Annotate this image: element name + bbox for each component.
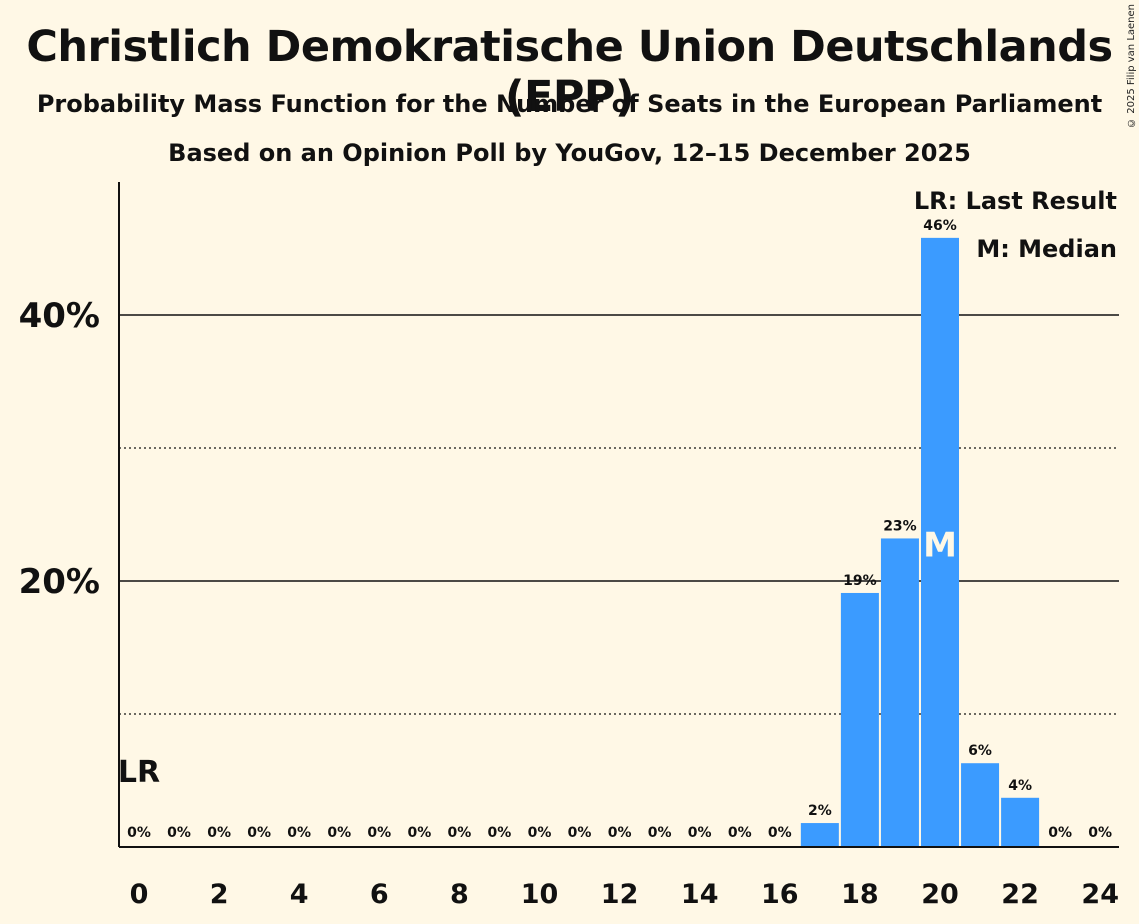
legend-entry: LR: Last Result: [914, 187, 1117, 215]
data-label-seat-9: 0%: [488, 825, 512, 841]
data-label-seat-18: 19%: [843, 573, 877, 589]
x-tick-label: 14: [681, 879, 719, 910]
data-label-seat-13: 0%: [648, 825, 672, 841]
data-label-seat-1: 0%: [167, 825, 191, 841]
bar-seat-18: [840, 592, 879, 847]
data-label-seat-6: 0%: [367, 825, 391, 841]
x-tick-label: 18: [841, 879, 879, 910]
data-label-seat-11: 0%: [568, 825, 592, 841]
bar-seat-17: [800, 823, 839, 847]
data-label-seat-20: 46%: [923, 218, 957, 234]
x-tick-label: 0: [130, 879, 149, 910]
bar-seat-21: [961, 763, 1000, 847]
poll-info: Based on an Opinion Poll by YouGov, 12–1…: [168, 139, 971, 167]
data-label-seat-7: 0%: [407, 825, 431, 841]
x-tick-label: 4: [290, 879, 309, 910]
data-label-seat-10: 0%: [528, 825, 552, 841]
data-label-seat-22: 4%: [1008, 778, 1032, 794]
x-tick-label: 22: [1001, 879, 1039, 910]
x-tick-label: 16: [761, 879, 799, 910]
data-label-seat-16: 0%: [768, 825, 792, 841]
data-label-seat-17: 2%: [808, 803, 832, 819]
data-label-seat-15: 0%: [728, 825, 752, 841]
y-tick-label: 40%: [19, 296, 100, 336]
x-tick-label: 20: [921, 879, 959, 910]
data-label-seat-23: 0%: [1048, 825, 1072, 841]
data-label-seat-24: 0%: [1088, 825, 1112, 841]
data-label-seat-5: 0%: [327, 825, 351, 841]
chart-title: Christlich Demokratische Union Deutschla…: [26, 22, 1113, 122]
last-result-marker: LR: [118, 755, 160, 790]
x-tick-label: 24: [1081, 879, 1119, 910]
data-label-seat-0: 0%: [127, 825, 151, 841]
data-label-seat-8: 0%: [448, 825, 472, 841]
legend-entry: M: Median: [976, 235, 1117, 263]
x-tick-label: 8: [450, 879, 469, 910]
chart-subtitle: Probability Mass Function for the Number…: [36, 90, 1103, 118]
data-label-seat-4: 0%: [287, 825, 311, 841]
x-tick-label: 12: [601, 879, 639, 910]
bar-seat-19: [880, 538, 919, 847]
data-label-seat-21: 6%: [968, 743, 992, 759]
bar-seat-20: [921, 237, 959, 848]
x-tick-label: 2: [210, 879, 229, 910]
bar-seat-22: [1001, 797, 1040, 847]
data-label-seat-3: 0%: [247, 825, 271, 841]
x-tick-label: 10: [521, 879, 559, 910]
x-tick-label: 6: [370, 879, 389, 910]
median-marker: M: [923, 525, 957, 565]
data-label-seat-14: 0%: [688, 825, 712, 841]
y-tick-label: 20%: [19, 562, 100, 602]
data-label-seat-12: 0%: [608, 825, 632, 841]
data-label-seat-19: 23%: [883, 518, 917, 534]
data-label-seat-2: 0%: [207, 825, 231, 841]
